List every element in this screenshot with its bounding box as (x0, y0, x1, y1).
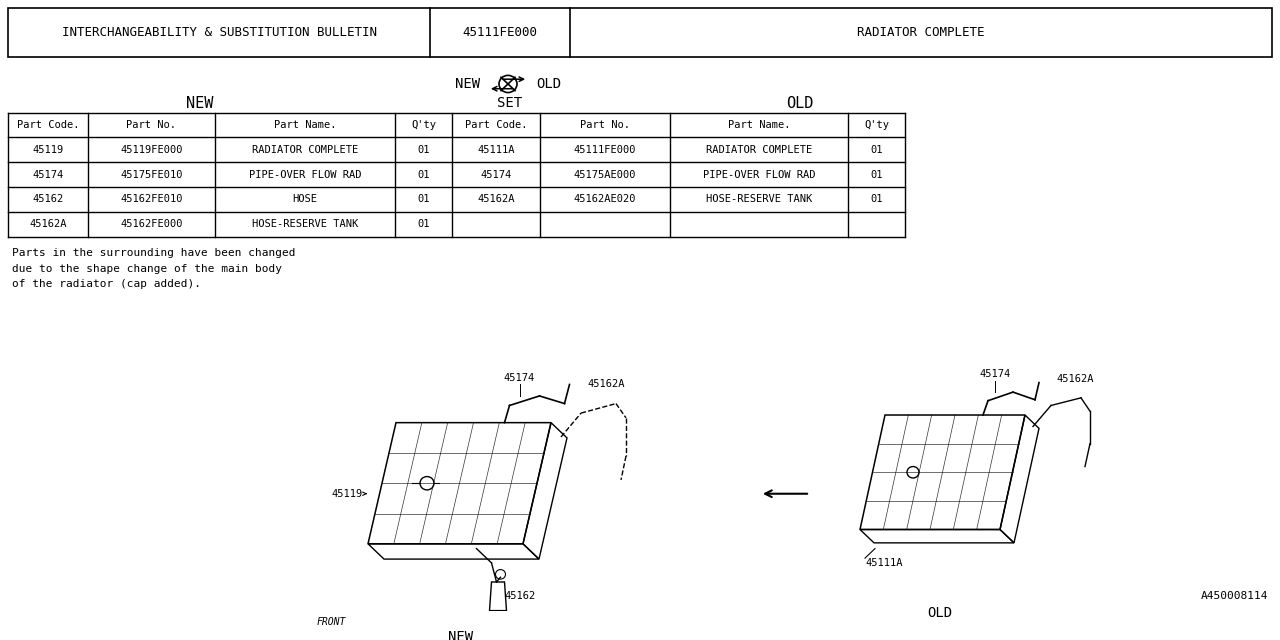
Text: 45175AE000: 45175AE000 (573, 170, 636, 180)
Text: Part Code.: Part Code. (17, 120, 79, 130)
Text: NEW: NEW (454, 77, 480, 91)
Text: 45119: 45119 (332, 489, 364, 499)
Text: OLD: OLD (928, 606, 952, 620)
Text: Part Code.: Part Code. (465, 120, 527, 130)
Text: FRONT: FRONT (316, 617, 346, 627)
Text: 45111A: 45111A (477, 145, 515, 155)
Text: SET: SET (498, 96, 522, 110)
Text: 45111FE000: 45111FE000 (573, 145, 636, 155)
Text: Part No.: Part No. (580, 120, 630, 130)
Text: 45174: 45174 (504, 372, 535, 383)
Text: OLD: OLD (536, 77, 561, 91)
Text: 01: 01 (417, 195, 430, 204)
Text: 45162AE020: 45162AE020 (573, 195, 636, 204)
Text: 01: 01 (870, 145, 883, 155)
Text: 45162: 45162 (504, 591, 536, 602)
Text: HOSE-RESERVE TANK: HOSE-RESERVE TANK (252, 220, 358, 229)
Text: 01: 01 (870, 195, 883, 204)
Text: Part Name.: Part Name. (274, 120, 337, 130)
Text: 45119: 45119 (32, 145, 64, 155)
Text: NEW: NEW (187, 95, 214, 111)
Text: 45111FE000: 45111FE000 (462, 26, 538, 39)
Text: A450008114: A450008114 (1201, 591, 1268, 601)
Text: INTERCHANGEABILITY & SUBSTITUTION BULLETIN: INTERCHANGEABILITY & SUBSTITUTION BULLET… (61, 26, 376, 39)
Text: Parts in the surrounding have been changed
due to the shape change of the main b: Parts in the surrounding have been chang… (12, 248, 296, 289)
Text: 45174: 45174 (480, 170, 512, 180)
Text: 45174: 45174 (32, 170, 64, 180)
Text: HOSE-RESERVE TANK: HOSE-RESERVE TANK (705, 195, 812, 204)
Text: RADIATOR COMPLETE: RADIATOR COMPLETE (858, 26, 984, 39)
Text: 45119FE000: 45119FE000 (120, 145, 183, 155)
Text: NEW: NEW (448, 630, 474, 640)
Text: PIPE-OVER FLOW RAD: PIPE-OVER FLOW RAD (703, 170, 815, 180)
Text: 45162A: 45162A (477, 195, 515, 204)
Text: OLD: OLD (786, 95, 814, 111)
Text: 01: 01 (870, 170, 883, 180)
Text: 45111A: 45111A (865, 558, 902, 568)
Text: PIPE-OVER FLOW RAD: PIPE-OVER FLOW RAD (248, 170, 361, 180)
Text: 45175FE010: 45175FE010 (120, 170, 183, 180)
Text: RADIATOR COMPLETE: RADIATOR COMPLETE (705, 145, 812, 155)
Text: HOSE: HOSE (293, 195, 317, 204)
Text: 45162FE010: 45162FE010 (120, 195, 183, 204)
Text: 45162: 45162 (32, 195, 64, 204)
Text: Part No.: Part No. (127, 120, 177, 130)
Text: RADIATOR COMPLETE: RADIATOR COMPLETE (252, 145, 358, 155)
Bar (8, 8, 1272, 57)
Text: 01: 01 (417, 145, 430, 155)
Text: Part Name.: Part Name. (728, 120, 790, 130)
Text: 01: 01 (417, 220, 430, 229)
Text: 45174: 45174 (979, 369, 1011, 379)
Text: 45162A: 45162A (29, 220, 67, 229)
Text: Q'ty: Q'ty (864, 120, 890, 130)
Text: 45162A: 45162A (1056, 374, 1093, 385)
Text: Q'ty: Q'ty (411, 120, 436, 130)
Text: 01: 01 (417, 170, 430, 180)
Text: 45162A: 45162A (588, 380, 625, 389)
Text: 45162FE000: 45162FE000 (120, 220, 183, 229)
